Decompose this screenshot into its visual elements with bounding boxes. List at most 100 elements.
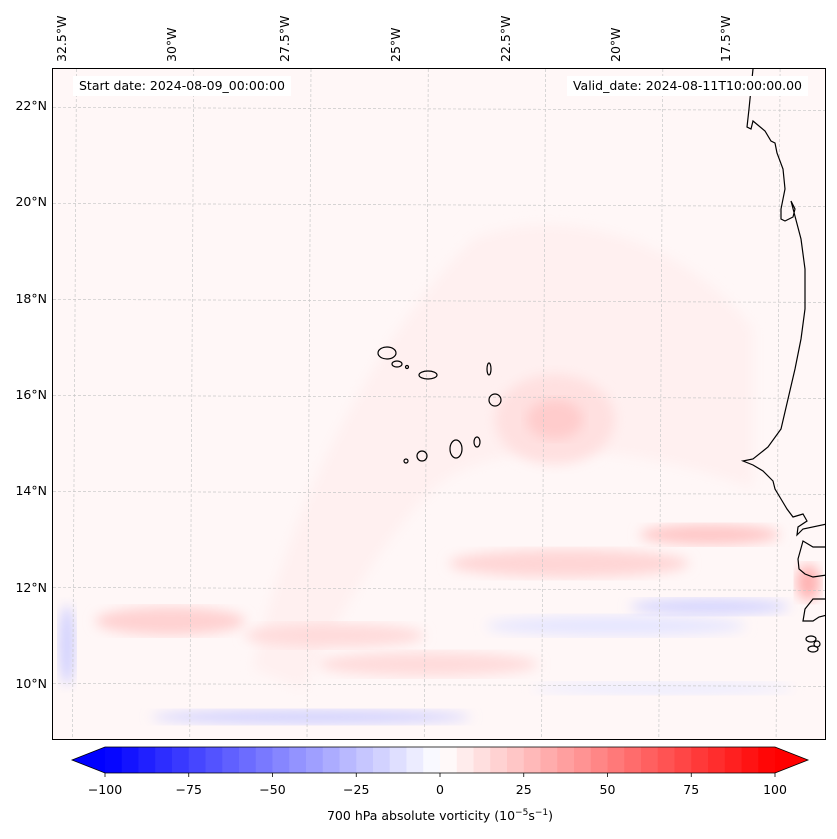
vorticity-feature	[244, 623, 425, 648]
gridline-lat	[53, 683, 825, 687]
gridline-lat	[53, 587, 825, 591]
gridline-lat	[53, 491, 825, 495]
colorbar-bin	[557, 747, 575, 773]
colorbar-tick-label: 50	[599, 782, 616, 797]
latitude-label: 20°N	[15, 194, 47, 210]
colorbar-bin	[222, 747, 240, 773]
colorbar-bin	[724, 747, 742, 773]
colorbar-bin	[306, 747, 324, 773]
colorbar-bin	[708, 747, 726, 773]
gridline-lat	[53, 395, 825, 399]
gridline-lon	[72, 69, 77, 739]
vorticity-feature	[796, 564, 821, 601]
gridline-lon	[775, 69, 781, 739]
latitude-label: 22°N	[15, 98, 47, 113]
colorbar-tick-label: 75	[683, 782, 700, 797]
colorbar-bin	[674, 747, 692, 773]
colorbar-bin	[423, 747, 441, 773]
gridline-lon	[306, 69, 312, 739]
colorbar-bin	[188, 747, 206, 773]
start-date-label: Start date: 2024-08-09_00:00:00	[73, 76, 291, 96]
colorbar-bin	[624, 747, 642, 773]
colorbar-bin	[590, 747, 608, 773]
vorticity-feature	[629, 598, 790, 615]
vorticity-feature	[253, 224, 753, 689]
vorticity-feature	[532, 682, 793, 695]
coastline	[797, 540, 825, 578]
longitude-label: 17.5°W	[718, 15, 733, 62]
colorbar-bin	[373, 747, 391, 773]
colorbar-bin	[155, 747, 173, 773]
colorbar-tick-label: 0	[436, 782, 444, 797]
coastlines	[377, 69, 825, 653]
gridline-lon	[541, 69, 546, 739]
vorticity-feature	[485, 615, 746, 636]
vorticity-feature	[639, 524, 780, 545]
colorbar-bin	[272, 747, 290, 773]
longitude-label: 32.5°W	[54, 15, 69, 62]
island-outline	[391, 360, 403, 368]
colorbar-tick-label: 25	[515, 782, 532, 797]
colorbar-tick-label: −75	[175, 782, 202, 797]
colorbar-bin	[456, 747, 474, 773]
island-outline	[486, 362, 492, 376]
colorbar	[70, 746, 810, 777]
colorbar-bin	[205, 747, 223, 773]
island-outline	[449, 439, 463, 459]
colorbar-bin	[523, 747, 541, 773]
colorbar-bin	[339, 747, 357, 773]
colorbar-bin	[356, 747, 374, 773]
colorbar-bin	[121, 747, 139, 773]
latitude-label: 18°N	[15, 290, 47, 306]
colorbar-tick-label: −50	[259, 782, 286, 797]
vorticity-feature	[526, 399, 583, 440]
field-layer	[53, 69, 825, 739]
colorbar-extend-high	[775, 747, 808, 773]
vorticity-feature	[59, 605, 76, 685]
longitude-label: 22.5°W	[498, 15, 513, 62]
island-outline	[377, 346, 397, 360]
island-outline	[404, 364, 410, 370]
vorticity-feature	[318, 652, 539, 677]
longitude-label: 20°W	[608, 27, 623, 62]
colorbar-bin	[641, 747, 659, 773]
latitude-label: 14°N	[15, 483, 47, 499]
colorbar-bin	[255, 747, 273, 773]
colorbar-bin	[172, 747, 190, 773]
gridline-lon	[658, 69, 664, 739]
longitude-label: 30°W	[164, 27, 179, 62]
latitude-label: 12°N	[15, 579, 47, 595]
colorbar-bin	[507, 747, 525, 773]
coastline	[740, 69, 825, 537]
gridline-lat	[53, 107, 825, 111]
colorbar-bin	[289, 747, 307, 773]
gridline-lat	[53, 203, 825, 207]
island-outline	[418, 370, 438, 380]
colorbar-bin	[322, 747, 340, 773]
colorbar-extend-low	[72, 747, 105, 773]
colorbar-label: 700 hPa absolute vorticity (10−5s−1)	[326, 808, 553, 824]
map-panel	[52, 68, 826, 740]
colorbar-bin	[490, 747, 508, 773]
island-outline	[473, 436, 481, 448]
latitude-label: 16°N	[15, 386, 47, 402]
colorbar-bin	[607, 747, 625, 773]
colorbar-bin	[540, 747, 558, 773]
longitude-label: 27.5°W	[277, 15, 292, 62]
colorbar-bin	[105, 747, 123, 773]
gridline-lon	[423, 69, 429, 739]
colorbar-tick-label: 100	[763, 782, 787, 797]
colorbar-bin	[138, 747, 156, 773]
colorbar-bin	[758, 747, 776, 773]
colorbar-bin	[741, 747, 759, 773]
gridlines	[53, 69, 825, 739]
colorbar-bin	[691, 747, 709, 773]
colorbar-bin	[406, 747, 424, 773]
vorticity-field	[53, 69, 825, 739]
latitude-label: 10°N	[15, 675, 47, 691]
island-outline	[488, 393, 502, 407]
gridline-lat	[53, 299, 825, 303]
vorticity-feature	[95, 607, 246, 635]
longitude-label: 25°W	[388, 27, 403, 62]
colorbar-tick-label: −25	[343, 782, 370, 797]
